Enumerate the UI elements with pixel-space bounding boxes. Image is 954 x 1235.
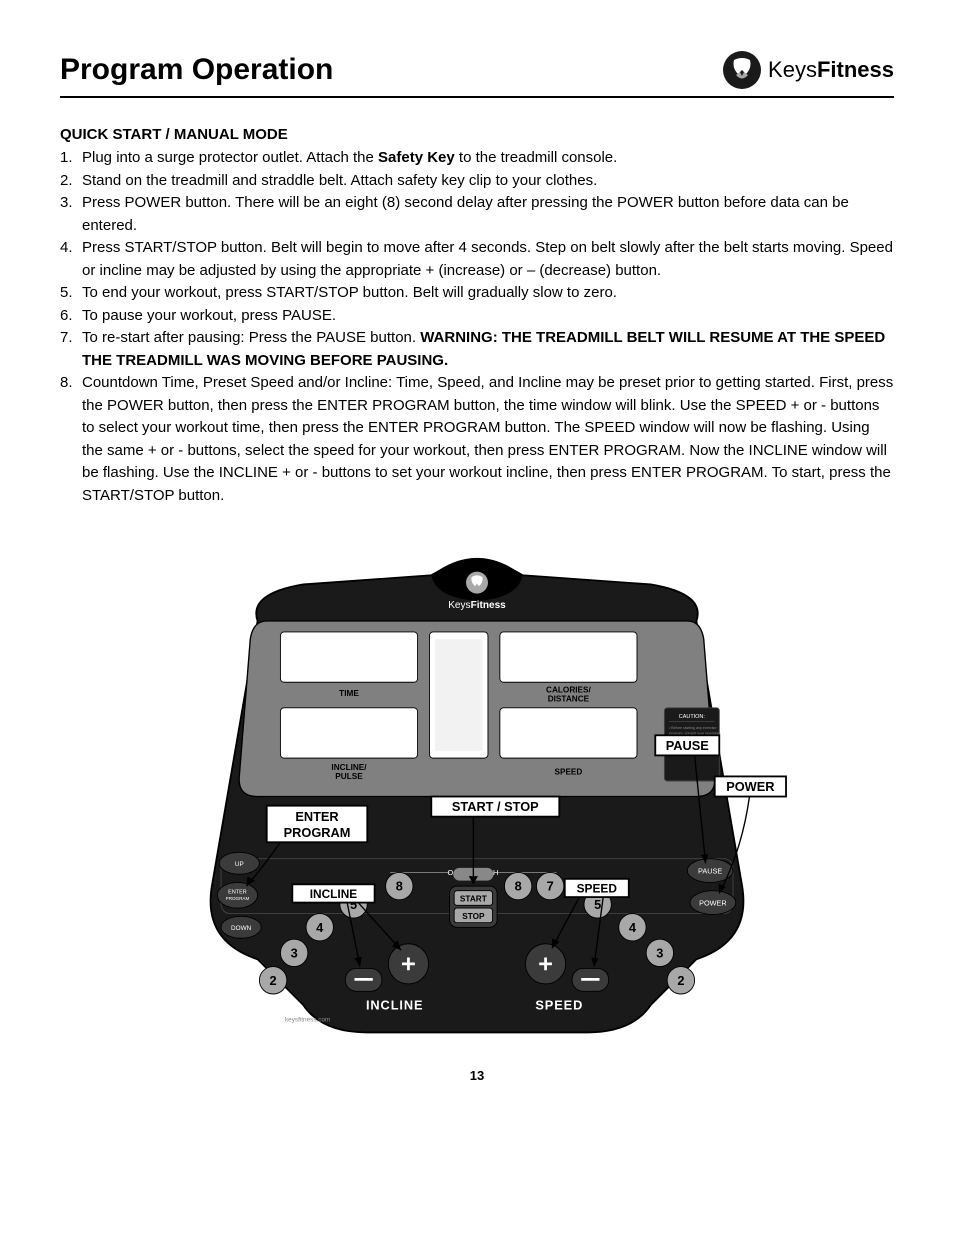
svg-text:SPEED: SPEED	[535, 998, 583, 1013]
step-item: 4.Press START/STOP button. Belt will beg…	[60, 237, 894, 282]
callout-pause: PAUSE	[666, 738, 710, 753]
console-brand: KeysFitness	[448, 600, 506, 611]
callout-enter2: PROGRAM	[284, 825, 351, 840]
console-diagram: KeysFitness TIME CALORIES/ DISTANCE INCL…	[60, 557, 894, 1060]
svg-text:ENTER: ENTER	[228, 889, 247, 895]
section-heading: QUICK START / MANUAL MODE	[60, 126, 894, 143]
svg-text:4: 4	[316, 920, 324, 935]
page-header: Program Operation KeysFitness	[60, 50, 894, 98]
label-speed-disp: SPEED	[554, 768, 582, 777]
svg-text:keysfitness.com: keysfitness.com	[285, 1016, 330, 1023]
callout-speed: SPEED	[577, 882, 618, 896]
callout-incline: INCLINE	[310, 887, 358, 901]
step-item: 5.To end your workout, press START/STOP …	[60, 282, 894, 305]
svg-text:3: 3	[291, 945, 298, 960]
step-item: 1.Plug into a surge protector outlet. At…	[60, 147, 894, 170]
svg-text:7: 7	[547, 879, 554, 894]
label-distance: DISTANCE	[548, 694, 590, 703]
callout-startstop: START / STOP	[452, 799, 539, 814]
display-time	[280, 632, 417, 682]
svg-text:INCLINE: INCLINE	[366, 998, 424, 1013]
svg-text:STOP: STOP	[462, 912, 485, 921]
svg-text:CAUTION:: CAUTION:	[679, 714, 706, 720]
label-pulse: PULSE	[335, 772, 363, 781]
svg-text:5: 5	[594, 897, 601, 912]
svg-text:8: 8	[396, 879, 403, 894]
svg-text:PROGRAM: PROGRAM	[226, 896, 250, 901]
brand-icon	[722, 50, 762, 90]
step-item: 2.Stand on the treadmill and straddle be…	[60, 170, 894, 193]
brand-text-light: Keys	[768, 57, 817, 82]
svg-text:3: 3	[656, 945, 663, 960]
svg-text:DOWN: DOWN	[231, 925, 252, 932]
page-number: 13	[60, 1068, 894, 1083]
label-time: TIME	[339, 689, 359, 698]
label-incline: INCLINE/	[331, 763, 367, 772]
svg-text:START: START	[460, 895, 487, 904]
console-svg: KeysFitness TIME CALORIES/ DISTANCE INCL…	[157, 557, 797, 1060]
page-title: Program Operation	[60, 53, 333, 87]
svg-text:4: 4	[629, 920, 637, 935]
step-item: 7.To re-start after pausing: Press the P…	[60, 327, 894, 372]
callout-power: POWER	[726, 779, 774, 794]
svg-text:• Before starting any exercise: • Before starting any exercise	[669, 726, 716, 730]
svg-text:PAUSE: PAUSE	[698, 866, 722, 875]
brand-text-bold: Fitness	[817, 57, 894, 82]
steps-list: 1.Plug into a surge protector outlet. At…	[60, 147, 894, 507]
brand-text: KeysFitness	[768, 57, 894, 83]
display-calories	[500, 632, 637, 682]
callout-enter1: ENTER	[295, 809, 338, 824]
step-item: 3.Press POWER button. There will be an e…	[60, 192, 894, 237]
svg-text:2: 2	[677, 973, 684, 988]
brand-logo: KeysFitness	[722, 50, 894, 90]
label-calories: CALORIES/	[546, 685, 591, 694]
svg-text:2: 2	[270, 973, 277, 988]
step-item: 6.To pause your workout, press PAUSE.	[60, 305, 894, 328]
display-speed	[500, 708, 637, 758]
display-incline-pulse	[280, 708, 417, 758]
svg-text:UP: UP	[235, 861, 244, 868]
svg-text:8: 8	[515, 879, 522, 894]
svg-text:POWER: POWER	[699, 898, 727, 907]
step-item: 8.Countdown Time, Preset Speed and/or In…	[60, 372, 894, 507]
